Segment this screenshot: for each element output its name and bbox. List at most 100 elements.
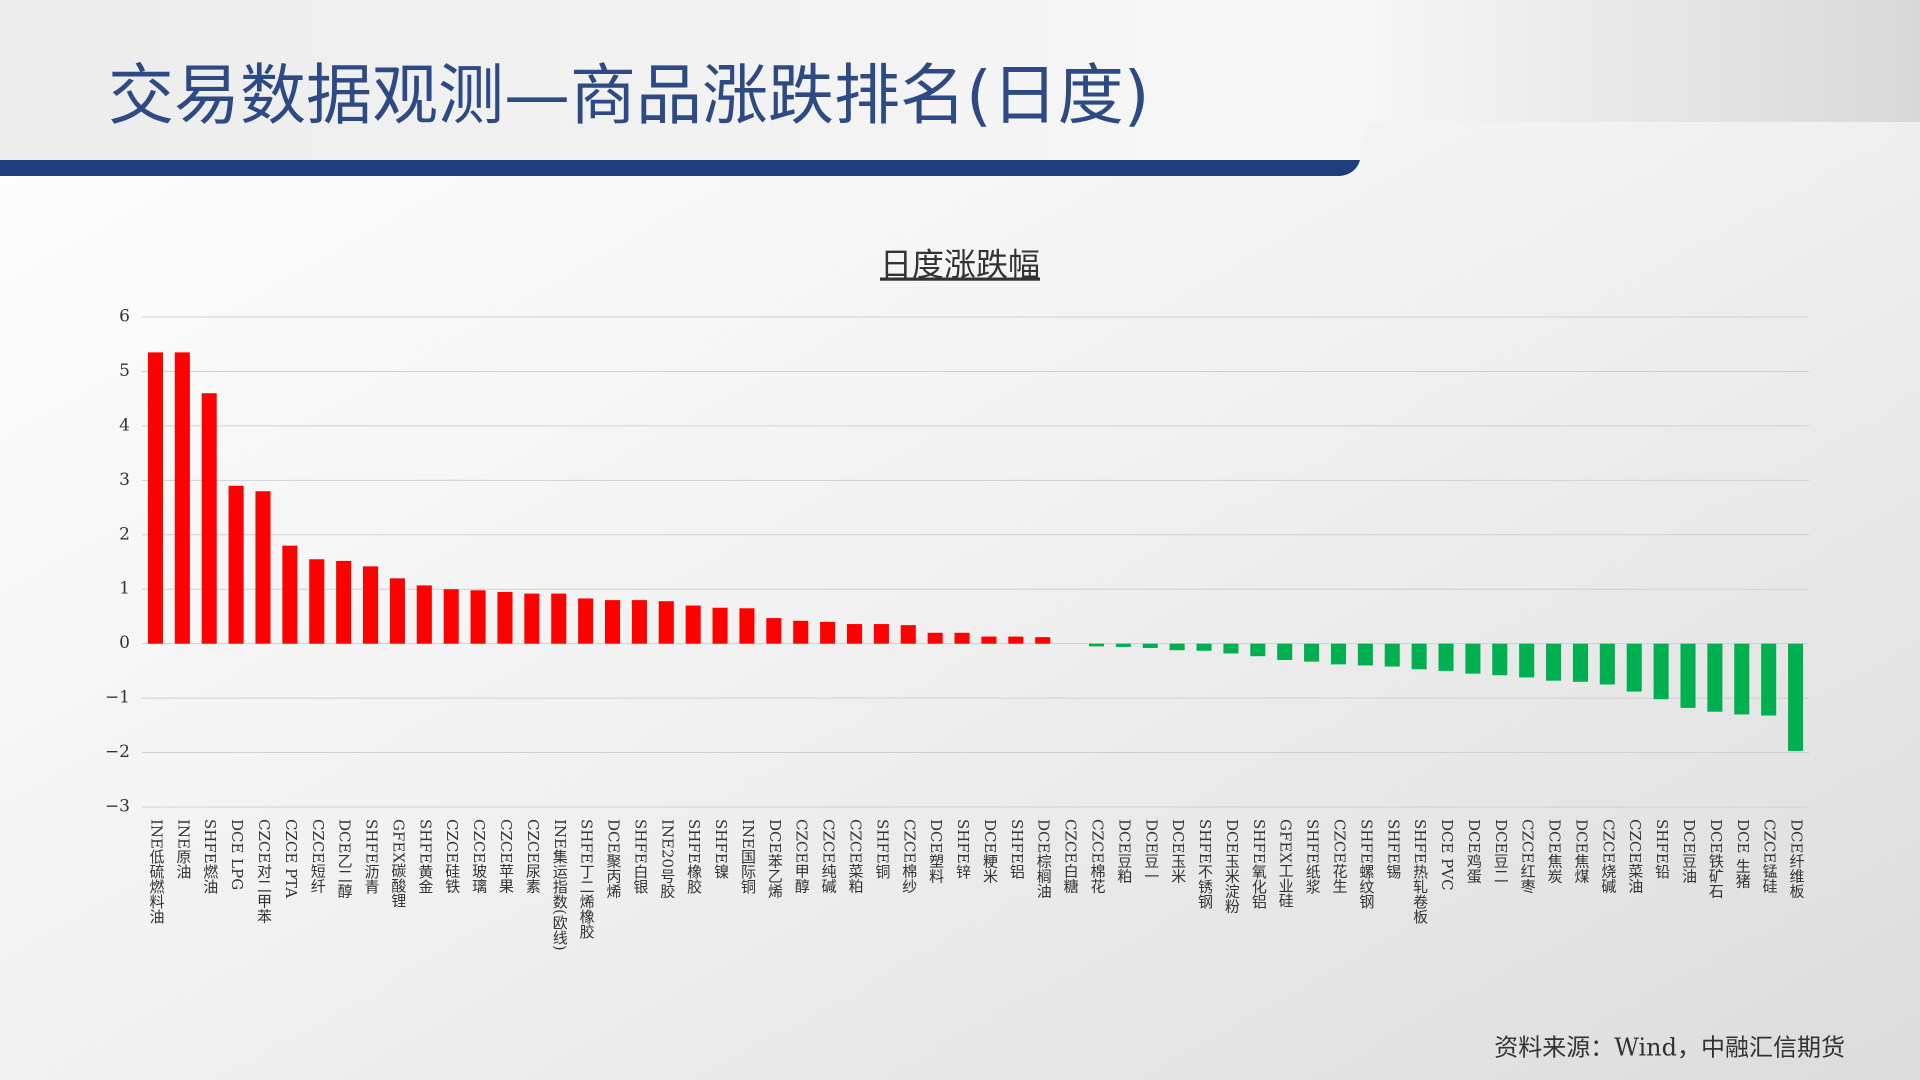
- bar: [1088, 643, 1105, 647]
- x-tick-label: CZCE菜油: [1626, 819, 1644, 894]
- x-tick-label: SHFE氧化铝: [1250, 819, 1268, 909]
- x-tick-label: DCE乙二醇: [336, 819, 354, 899]
- x-tick-label: SHFE铜: [873, 819, 891, 880]
- y-tick-label: 2: [119, 524, 130, 544]
- bar: [1761, 643, 1777, 716]
- bar: [1115, 643, 1131, 647]
- x-tick-label: CZCE短纤: [309, 819, 327, 894]
- bar: [1357, 643, 1373, 666]
- x-tick-label: CZCE棉花: [1088, 819, 1106, 895]
- y-tick-label: 0: [119, 633, 130, 653]
- source-note: 资料来源：Wind，中融汇信期货: [1494, 1034, 1845, 1062]
- x-tick-label: CZCE苹果: [497, 819, 515, 894]
- x-tick-label: SHFE铝: [1008, 819, 1026, 879]
- x-tick-label: DCE焦煤: [1572, 819, 1590, 884]
- bar: [551, 593, 567, 644]
- x-tick-label: CZCE对二甲苯: [255, 819, 273, 924]
- x-tick-label: SHFE螺纹钢: [1357, 819, 1375, 910]
- bar: [1653, 643, 1669, 700]
- bar: [793, 620, 809, 644]
- x-tick-label: CZCE白糖: [1062, 819, 1080, 894]
- y-tick-label: −2: [105, 742, 130, 762]
- y-tick-label: 4: [119, 415, 130, 435]
- bar: [927, 632, 943, 644]
- bar: [846, 624, 863, 644]
- x-tick-label: DCE铁矿石: [1707, 819, 1725, 899]
- bar: [900, 625, 916, 644]
- bar: [228, 485, 244, 644]
- x-tick-label: CZCE甲醇: [793, 819, 811, 894]
- bar: [201, 393, 217, 644]
- bar: [1142, 643, 1158, 649]
- bar: [389, 578, 405, 644]
- x-tick-label: DCE苯乙烯: [766, 819, 784, 899]
- bar: [1035, 637, 1051, 644]
- x-tick-label: DCE豆一: [1142, 819, 1160, 883]
- x-tick-label: CZCE烧碱: [1599, 819, 1617, 895]
- bar: [1330, 643, 1347, 665]
- x-tick-label: DCE棕榈油: [1035, 819, 1053, 899]
- bar: [524, 593, 540, 644]
- bar: [1465, 643, 1481, 674]
- x-tick-label: SHFE铅: [1653, 819, 1671, 879]
- bar: [336, 560, 352, 644]
- x-tick-label: SHFE镍: [712, 819, 730, 879]
- y-tick-label: −1: [105, 688, 130, 708]
- bar: [658, 601, 674, 644]
- x-tick-label: CZCE硅铁: [443, 819, 461, 894]
- x-tick-label: CZCE棉纱: [900, 819, 918, 894]
- bar: [954, 632, 970, 644]
- x-tick-label: SHFE丁二烯橡胶: [578, 819, 596, 940]
- bar: [631, 600, 647, 644]
- bar: [1008, 636, 1024, 644]
- x-tick-label: DCE塑料: [927, 819, 945, 884]
- bar: [1599, 643, 1615, 685]
- bar: [1438, 643, 1454, 671]
- x-tick-label: GFEX碳酸锂: [389, 819, 407, 908]
- bar: [981, 636, 997, 644]
- bar: [497, 591, 513, 644]
- chart-title: 日度涨跌幅: [880, 246, 1040, 284]
- bar: [1626, 643, 1642, 692]
- bar: [1788, 643, 1804, 751]
- x-tick-label: CZCE纯碱: [820, 819, 838, 895]
- bar: [1680, 643, 1696, 708]
- x-tick-label: SHFE热轧卷板: [1411, 819, 1429, 924]
- y-tick-label: 5: [119, 361, 130, 381]
- x-tick-label: SHFE沥青: [363, 819, 381, 894]
- x-tick-label: DCE纤维板: [1788, 819, 1806, 899]
- x-tick-label: SHFE纸浆: [1304, 819, 1322, 894]
- bar: [443, 589, 459, 644]
- bar: [1250, 643, 1266, 657]
- x-tick-label: CZCE玻璃: [470, 819, 488, 894]
- bar: [255, 491, 271, 644]
- x-tick-label: INE集运指数(欧线): [551, 819, 569, 951]
- bar: [1519, 643, 1535, 678]
- x-tick-label: DCE聚丙烯: [605, 819, 623, 899]
- y-tick-label: 3: [119, 470, 130, 490]
- x-tick-label: DCE玉米: [1169, 819, 1187, 884]
- x-tick-label: CZCE红枣: [1519, 819, 1537, 894]
- x-tick-label: SHFE锌: [954, 819, 972, 879]
- y-tick-label: 1: [119, 579, 130, 599]
- x-tick-label: SHFE白银: [631, 819, 649, 894]
- bar: [282, 545, 298, 644]
- x-tick-label: CZCE PTA: [282, 819, 300, 898]
- bar: [1277, 643, 1293, 660]
- page-title: 交易数据观测—商品涨跌排名(日度): [108, 57, 1150, 134]
- y-tick-label: 6: [119, 307, 130, 327]
- bar: [470, 590, 486, 644]
- bar: [1223, 643, 1239, 654]
- x-tick-label: DCE玉米淀粉: [1223, 819, 1241, 915]
- x-tick-label: INE国际铜: [739, 819, 757, 895]
- bar: [363, 566, 379, 644]
- bar: [1572, 643, 1588, 682]
- y-tick-label: −3: [105, 797, 130, 817]
- x-tick-label: DCE粳米: [981, 819, 999, 884]
- x-tick-label: DCE焦炭: [1546, 819, 1564, 884]
- bar: [604, 600, 621, 644]
- bar: [1384, 643, 1400, 667]
- bar: [416, 585, 432, 644]
- bar: [1546, 643, 1562, 681]
